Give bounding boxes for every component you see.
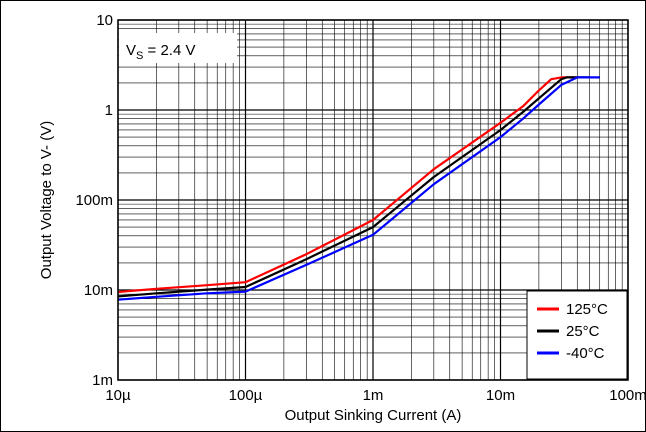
series-layer bbox=[117, 76, 600, 301]
series-line-2 bbox=[117, 76, 600, 301]
y-tick-label: 100m bbox=[75, 192, 113, 209]
legend-box bbox=[526, 290, 628, 380]
y-axis-label: Output Voltage to V- (V) bbox=[38, 121, 55, 279]
x-tick-label: 100µ bbox=[229, 387, 263, 404]
vs-annotation-text: VS = 2.4 V bbox=[126, 42, 195, 62]
plot-border bbox=[117, 19, 629, 381]
vs-annotation: VS = 2.4 V bbox=[119, 33, 237, 63]
tick-labels: 10µ 100µ 1m 10m 100m 1m 10m 100m 1 10 bbox=[75, 12, 646, 404]
legend-label-2: -40°C bbox=[566, 345, 605, 362]
legend-label-1: 25°C bbox=[566, 323, 600, 340]
y-tick-label: 1m bbox=[92, 372, 113, 389]
legend: 125°C 25°C -40°C bbox=[526, 290, 628, 380]
x-axis-label: Output Sinking Current (A) bbox=[285, 407, 462, 424]
x-tick-label: 1m bbox=[363, 387, 384, 404]
x-tick-label: 10µ bbox=[105, 387, 131, 404]
vs-annotation-subscript: S bbox=[136, 50, 143, 62]
legend-label-0: 125°C bbox=[566, 301, 608, 318]
vs-annotation-main: V bbox=[126, 42, 136, 59]
series-line-1 bbox=[117, 76, 590, 298]
x-tick-label: 10m bbox=[486, 387, 515, 404]
x-tick-label: 100m bbox=[609, 387, 646, 404]
vs-annotation-box bbox=[119, 33, 237, 63]
series-line-0 bbox=[117, 76, 578, 294]
y-tick-label: 10m bbox=[84, 282, 113, 299]
y-tick-label: 10 bbox=[96, 12, 113, 29]
vs-annotation-value: = 2.4 V bbox=[143, 42, 195, 59]
y-tick-label: 1 bbox=[105, 102, 113, 119]
